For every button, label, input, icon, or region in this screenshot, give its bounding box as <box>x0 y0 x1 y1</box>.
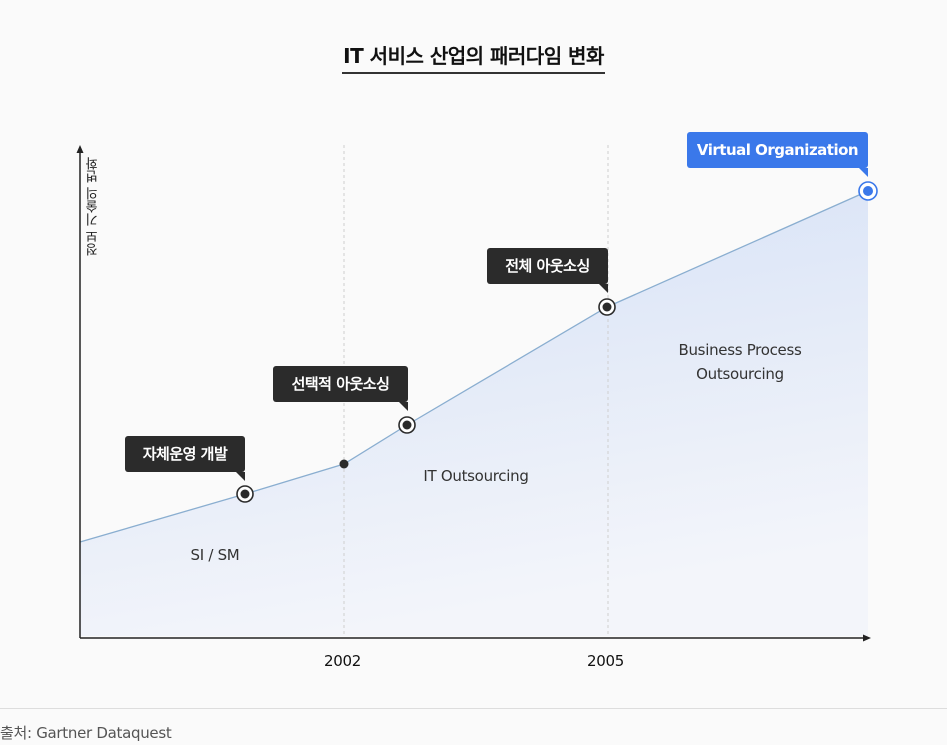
marker-selective <box>398 416 416 434</box>
marker-virtual <box>858 181 878 201</box>
callout-virtual-organization: Virtual Organization <box>687 132 868 177</box>
y-axis-arrow-icon <box>76 145 84 153</box>
callout-full-outsourcing: 전체 아웃소싱 <box>487 248 608 293</box>
y-axis-label: 정보 기술의 변화 <box>86 157 101 257</box>
region-label-si-sm: SI / SM <box>190 546 240 564</box>
region-label-bpo-line1: Business Process <box>678 341 802 359</box>
region-label-bpo: Business Process Outsourcing <box>660 338 820 386</box>
region-label-bpo-line2: Outsourcing <box>696 365 784 383</box>
callout-self-development: 자체운영 개발 <box>125 436 245 481</box>
title-underline <box>342 72 605 74</box>
region-label-it-outsourcing: IT Outsourcing <box>423 467 529 485</box>
area-fill <box>80 191 868 636</box>
trend-line <box>79 190 869 543</box>
x-tick-2005: 2005 <box>587 652 624 670</box>
footer-divider <box>0 708 947 709</box>
callout-selective-outsourcing: 선택적 아웃소싱 <box>273 366 408 411</box>
chart-title: IT 서비스 산업의 패러다임 변화 <box>343 44 604 68</box>
marker-self-dev <box>236 485 254 503</box>
x-axis-arrow-icon <box>863 634 871 642</box>
source-note: 출처: Gartner Dataquest <box>0 724 172 742</box>
marker-2002 <box>339 459 349 469</box>
x-tick-2002: 2002 <box>324 652 361 670</box>
marker-full <box>598 298 616 316</box>
